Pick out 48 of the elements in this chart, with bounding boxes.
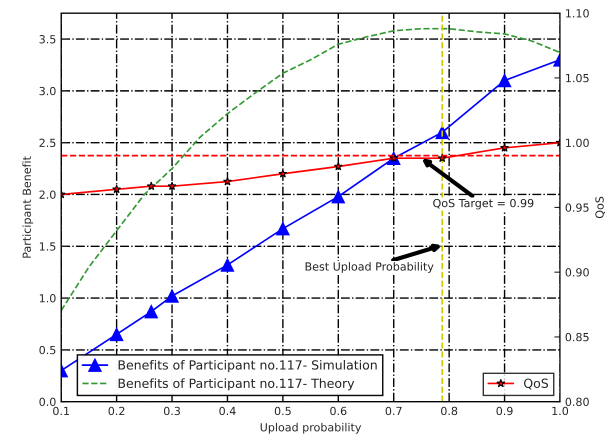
y-tick-label: 2.0	[39, 190, 56, 199]
y2-tick-label: 0.80	[566, 398, 589, 406]
y2-axis-title: QoS	[595, 196, 606, 218]
point	[146, 182, 156, 190]
point	[144, 304, 158, 318]
x-tick-label: 0.9	[496, 406, 513, 416]
legend-label: Benefits of Participant no.117- Theory	[118, 378, 354, 390]
x-tick-label: 0.7	[386, 406, 402, 416]
point	[332, 190, 346, 204]
x-tick-label: 0.5	[274, 406, 291, 416]
point	[168, 182, 177, 190]
legend-label: Benefits of Participant no.117- Simulation	[118, 360, 377, 372]
point	[110, 328, 124, 342]
point	[334, 162, 343, 170]
legend-label: QoS	[524, 378, 548, 390]
point	[222, 176, 232, 186]
x-tick-label: 0.8	[441, 406, 458, 416]
y-tick-label: 2.5	[39, 138, 56, 148]
point	[220, 258, 234, 272]
y2-tick-label: 0.95	[566, 203, 589, 212]
y2-tick-label: 0.90	[566, 268, 589, 277]
y-axis-title: Participant Benefit	[22, 156, 34, 258]
y2-tick-label: 1.10	[566, 9, 589, 18]
x-tick-label: 0.3	[164, 406, 180, 416]
y-tick-label: 3.0	[40, 86, 56, 96]
point	[276, 222, 290, 236]
y2-tick-label: 1.00	[566, 138, 589, 148]
y-tick-label: 0.0	[39, 398, 56, 406]
y2-tick-label: 1.05	[566, 74, 589, 82]
x-tick-label: 1.0	[552, 406, 568, 416]
x-tick-label: 0.4	[219, 406, 236, 416]
annotation: Best Upload Probability	[306, 262, 434, 273]
y-tick-label: 1.0	[40, 294, 56, 302]
x-tick-label: 0.2	[108, 406, 124, 416]
x-tick-label: 0.1	[53, 406, 70, 416]
y2-tick-label: 0.85	[566, 332, 589, 342]
x-axis-title: Upload probability	[260, 422, 362, 434]
x-tick-label: 0.6	[330, 406, 346, 416]
line-series	[61, 28, 560, 312]
y-tick-label: 1.5	[40, 242, 56, 251]
annotation: QoS Target = 0.99	[433, 198, 534, 210]
point	[498, 74, 512, 88]
point	[500, 143, 510, 152]
y-tick-label: 3.5	[40, 35, 56, 44]
point	[112, 184, 122, 194]
point	[278, 169, 288, 178]
y-tick-label: 0.5	[39, 346, 56, 354]
point	[165, 289, 179, 303]
